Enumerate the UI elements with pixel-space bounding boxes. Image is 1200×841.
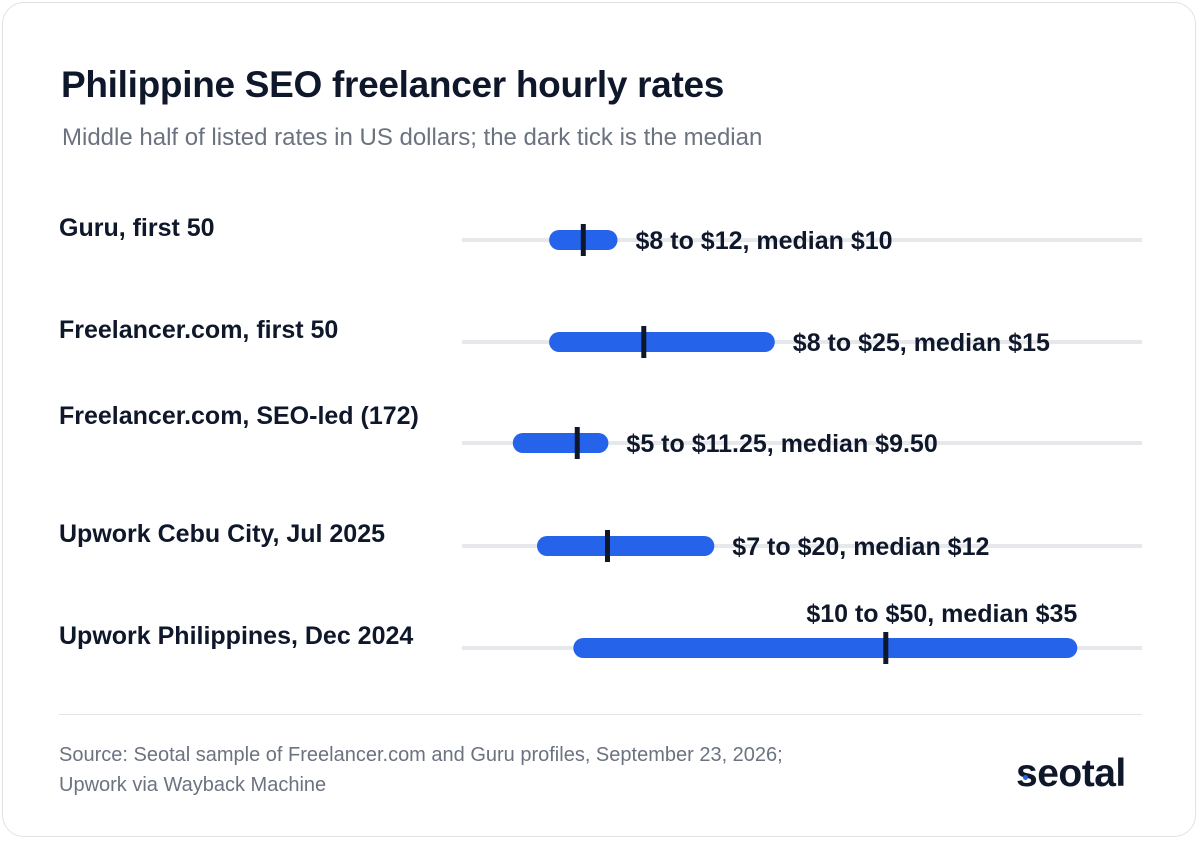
source-line-1: Source: Seotal sample of Freelancer.com … xyxy=(59,744,783,766)
row-label-guru-first-50: Guru, first 50 xyxy=(59,214,215,242)
value-label-freelancer-com-seo-led-172: $5 to $11.25, median $9.50 xyxy=(626,430,937,458)
footer-divider xyxy=(59,714,1142,715)
source-line-2: Upwork via Wayback Machine xyxy=(59,774,327,796)
source-note: Source: Seotal sample of Freelancer.com … xyxy=(59,740,919,800)
row-label-freelancer-seo-led: Freelancer.com, SEO-led (172) xyxy=(59,402,419,430)
logo-accent-dot xyxy=(1023,775,1028,780)
chart-subtitle: Middle half of listed rates in US dollar… xyxy=(62,124,763,151)
seotal-logo: seotal xyxy=(1016,752,1126,795)
value-label-guru-first-50: $8 to $12, median $10 xyxy=(636,227,893,255)
row-label-upwork-philippines: Upwork Philippines, Dec 2024 xyxy=(59,622,414,650)
value-label-upwork-cebu-city-jul-2025: $7 to $20, median $12 xyxy=(732,533,989,561)
row-label-freelancer-first-50: Freelancer.com, first 50 xyxy=(59,316,339,344)
chart-title: Philippine SEO freelancer hourly rates xyxy=(61,64,725,105)
value-label-upwork-philippines-dec-2024: $10 to $50, median $35 xyxy=(806,600,1077,628)
value-label-freelancer-com-first-50: $8 to $25, median $15 xyxy=(793,329,1050,357)
row-label-upwork-cebu: Upwork Cebu City, Jul 2025 xyxy=(59,520,386,548)
